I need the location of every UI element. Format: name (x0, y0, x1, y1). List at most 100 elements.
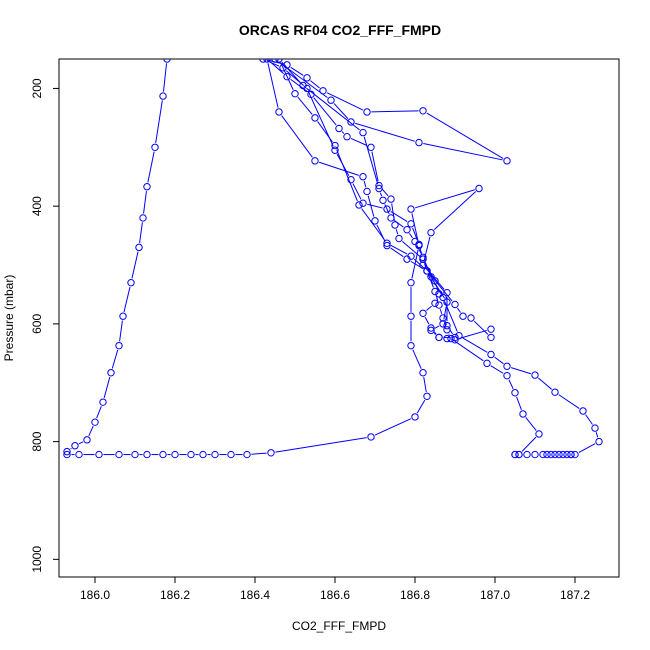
series-segment (155, 100, 163, 144)
data-point (211, 450, 219, 459)
data-point (383, 241, 391, 250)
data-point (451, 300, 459, 309)
data-point (275, 59, 283, 63)
series-segment (297, 96, 313, 115)
series-segment (390, 244, 408, 255)
series-segment (280, 62, 294, 90)
x-tick-label: 187.0 (480, 588, 510, 602)
data-point (391, 221, 399, 229)
data-point (227, 450, 235, 459)
series-segment (371, 110, 419, 113)
series-segment (139, 222, 143, 244)
data-point (159, 450, 167, 459)
data-point (475, 184, 483, 193)
data-point (359, 199, 367, 207)
series-segment (308, 92, 334, 147)
data-point (551, 388, 559, 396)
series-segment (439, 309, 443, 314)
data-point (571, 450, 579, 459)
data-point (131, 450, 139, 459)
data-point (467, 314, 475, 322)
data-point (511, 450, 519, 459)
data-point (439, 320, 447, 328)
data-point (515, 450, 523, 459)
data-point (387, 214, 395, 222)
x-axis: 186.0 186.2 186.4 186.6 186.8 187.0 187.2 (80, 577, 590, 602)
series-segment (267, 63, 279, 108)
data-point (259, 59, 267, 63)
series-segment (578, 443, 596, 453)
data-point (487, 350, 495, 359)
series-segment (290, 66, 304, 76)
data-point (139, 214, 147, 222)
series-segment (367, 195, 375, 217)
series-segment (444, 301, 458, 332)
data-point (415, 138, 423, 147)
x-tick-label: 186.6 (320, 588, 350, 602)
data-point (283, 72, 291, 81)
data-point (99, 398, 107, 406)
data-point (419, 107, 427, 115)
series-segment (525, 417, 537, 431)
data-point (407, 341, 415, 350)
series-segment (111, 349, 119, 369)
data-point (199, 450, 207, 459)
data-point (411, 413, 419, 421)
series-segment (424, 316, 430, 325)
data-point (447, 334, 455, 343)
data-point (363, 187, 371, 196)
series-segment (415, 189, 475, 209)
x-tick-label: 186.2 (160, 588, 190, 602)
data-point (443, 326, 451, 334)
data-point (311, 114, 319, 122)
data-point (115, 450, 123, 459)
series-segment (333, 103, 349, 120)
series-segment (70, 447, 72, 450)
data-point (435, 333, 443, 342)
series-segment (443, 306, 447, 320)
series-segment (508, 379, 514, 389)
series-segment (419, 248, 423, 256)
x-axis-label: CO2_FFF_FMPD (292, 619, 386, 633)
data-point (359, 128, 367, 137)
data-point (523, 450, 531, 459)
series-segment (390, 247, 404, 258)
x-tick-label: 187.2 (560, 588, 590, 602)
series-segment (428, 274, 434, 288)
data-point (403, 226, 411, 234)
data-point (171, 450, 179, 459)
data-point (271, 59, 279, 63)
series-segment (423, 263, 427, 267)
data-point (371, 217, 379, 225)
x-tick-label: 186.0 (80, 588, 110, 602)
plot-frame (58, 58, 620, 578)
y-tick-label: 200 (30, 78, 44, 98)
data-point (347, 175, 355, 184)
data-point (127, 278, 135, 287)
data-point (483, 359, 491, 368)
data-point (443, 334, 451, 343)
data-point (307, 90, 315, 99)
series-segment (103, 376, 111, 399)
series-segment (269, 61, 285, 75)
series-segment (423, 376, 427, 393)
data-point (107, 369, 115, 377)
data-point (347, 118, 355, 126)
series-segment (416, 399, 426, 414)
series-segment (361, 208, 385, 240)
data-point (267, 449, 275, 457)
series-segment (395, 229, 399, 235)
data-point (519, 410, 527, 418)
data-point (419, 369, 427, 377)
y-tick-label: 800 (30, 431, 44, 451)
data-point (335, 124, 343, 133)
series-segment (516, 396, 522, 411)
x-tick-label: 186.4 (240, 588, 270, 602)
series-segment (363, 180, 367, 188)
series-segment (413, 258, 425, 269)
data-point (451, 333, 459, 342)
data-point (427, 273, 435, 281)
series-segment (336, 149, 358, 202)
series-segment (119, 320, 123, 342)
data-point (395, 234, 403, 243)
